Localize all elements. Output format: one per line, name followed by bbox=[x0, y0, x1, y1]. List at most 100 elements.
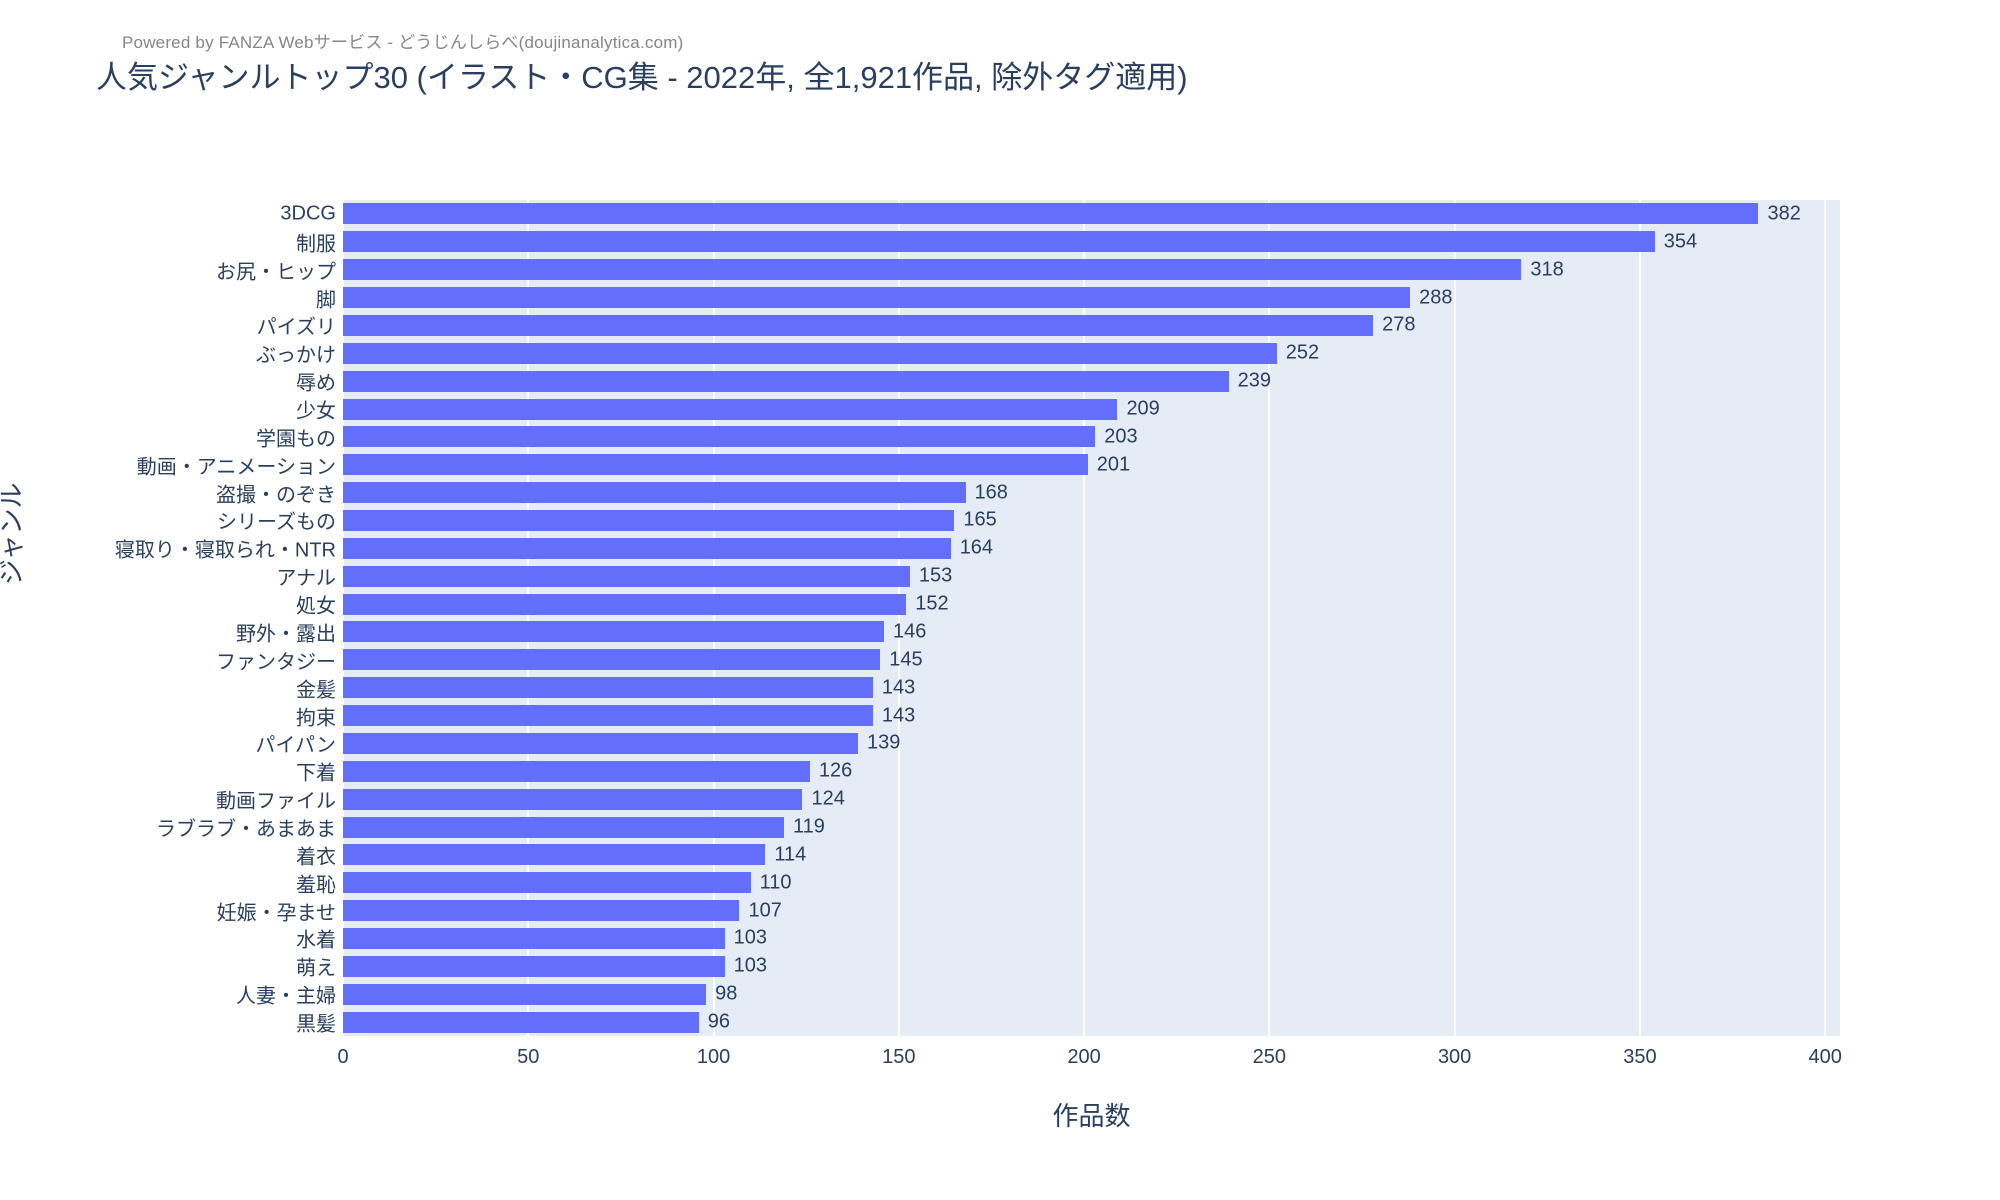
bar-10[interactable] bbox=[343, 454, 1088, 476]
bar-7[interactable] bbox=[343, 370, 1229, 392]
bar-29[interactable] bbox=[343, 983, 707, 1005]
bar-value-label: 252 bbox=[1285, 341, 1320, 364]
y-tick-label: アナル bbox=[276, 567, 336, 590]
y-tick-label: 辱め bbox=[296, 372, 336, 395]
y-tick-label: 3DCG bbox=[280, 202, 336, 225]
bar-16[interactable] bbox=[343, 621, 884, 643]
bar-value-label: 114 bbox=[774, 843, 807, 866]
y-tick-label: 萌え bbox=[296, 957, 336, 980]
gridline-x-250 bbox=[1268, 200, 1271, 1036]
bar-8[interactable] bbox=[343, 398, 1118, 420]
y-tick-label: 人妻・主婦 bbox=[236, 985, 336, 1008]
x-tick-label-300: 300 bbox=[1437, 1046, 1472, 1068]
bar-13[interactable] bbox=[343, 537, 951, 559]
bar-value-label: 209 bbox=[1126, 397, 1160, 420]
y-tick-label: 学園もの bbox=[256, 428, 336, 451]
bar-28[interactable] bbox=[343, 955, 725, 977]
bar-value-label: 354 bbox=[1663, 230, 1698, 253]
powered-by-annotation: Powered by FANZA Webサービス - どうじんしらべ(douji… bbox=[122, 33, 684, 52]
bar-value-label: 124 bbox=[811, 787, 845, 810]
gridline-x-400 bbox=[1824, 200, 1827, 1036]
bar-27[interactable] bbox=[343, 927, 725, 949]
y-tick-label: 動画・アニメーション bbox=[136, 456, 336, 479]
y-tick-label: 水着 bbox=[296, 929, 336, 952]
y-tick-label: 脚 bbox=[316, 289, 336, 312]
bar-value-label: 318 bbox=[1530, 258, 1564, 281]
chart-title: 人気ジャンルトップ30 (イラスト・CG集 - 2022年, 全1,921作品,… bbox=[96, 60, 1188, 95]
y-tick-label: 野外・露出 bbox=[236, 623, 336, 646]
bar-24[interactable] bbox=[343, 844, 766, 866]
y-tick-label: パイパン bbox=[255, 734, 336, 757]
bar-value-label: 288 bbox=[1419, 286, 1453, 309]
y-tick-label: 下着 bbox=[296, 762, 336, 785]
bar-value-label: 110 bbox=[759, 871, 792, 894]
y-tick-label: 盗撮・のぞき bbox=[216, 484, 336, 507]
y-tick-label: 羞恥 bbox=[296, 874, 336, 897]
y-tick-label: ファンタジー bbox=[216, 651, 336, 674]
gridline-x-300 bbox=[1453, 200, 1456, 1036]
y-tick-label: 拘束 bbox=[296, 707, 336, 730]
y-tick-label: お尻・ヒップ bbox=[216, 261, 336, 284]
bar-value-label: 119 bbox=[792, 815, 825, 838]
bar-value-label: 139 bbox=[867, 731, 901, 754]
bar-14[interactable] bbox=[343, 565, 910, 587]
bar-20[interactable] bbox=[343, 732, 859, 754]
plot-area[interactable]: 382 354 318 288 278 252 239 209 203 201 168 165 164 1… bbox=[342, 200, 1840, 1036]
bar-value-label: 165 bbox=[963, 508, 997, 531]
bar-30[interactable] bbox=[343, 1011, 699, 1033]
x-axis-title: 作品数 bbox=[1052, 1101, 1131, 1131]
x-tick-label-100: 100 bbox=[696, 1046, 731, 1068]
gridline-x-200 bbox=[1083, 200, 1086, 1036]
gridline-x-350 bbox=[1638, 200, 1641, 1036]
bar-22[interactable] bbox=[343, 788, 803, 810]
y-tick-label: ぶっかけ bbox=[256, 344, 336, 367]
bar-value-label: 146 bbox=[892, 620, 927, 643]
y-tick-label: 処女 bbox=[296, 595, 336, 618]
y-tick-label: 金髪 bbox=[296, 679, 336, 702]
bar-value-label: 103 bbox=[733, 954, 768, 977]
x-tick-label-0: 0 bbox=[337, 1046, 349, 1068]
bar-11[interactable] bbox=[343, 482, 966, 504]
bar-6[interactable] bbox=[343, 342, 1277, 364]
bar-19[interactable] bbox=[343, 705, 873, 727]
bar-value-label: 201 bbox=[1096, 453, 1131, 476]
bar-18[interactable] bbox=[343, 677, 873, 699]
bar-9[interactable] bbox=[343, 426, 1096, 448]
y-tick-label: 寝取り・寝取られ・NTR bbox=[114, 539, 336, 562]
x-tick-label-250: 250 bbox=[1252, 1046, 1287, 1068]
y-tick-label: パイズリ bbox=[256, 316, 336, 339]
gridline-x-150 bbox=[897, 200, 900, 1036]
bar-17[interactable] bbox=[343, 649, 881, 671]
bar-12[interactable] bbox=[343, 509, 955, 531]
bar-23[interactable] bbox=[343, 816, 784, 838]
bar-1[interactable] bbox=[343, 203, 1759, 225]
bar-value-label: 98 bbox=[715, 982, 738, 1005]
y-tick-label: ラブラブ・あまあま bbox=[156, 818, 336, 841]
bar-value-label: 153 bbox=[918, 564, 953, 587]
x-tick-label-200: 200 bbox=[1067, 1046, 1101, 1068]
bar-value-label: 143 bbox=[881, 676, 916, 699]
y-tick-label: 制服 bbox=[296, 233, 336, 256]
bar-value-label: 103 bbox=[733, 926, 768, 949]
x-tick-label-400: 400 bbox=[1808, 1046, 1842, 1068]
bar-25[interactable] bbox=[343, 872, 751, 894]
bar-value-label: 126 bbox=[818, 759, 853, 782]
x-tick-label-150: 150 bbox=[882, 1046, 916, 1068]
y-tick-label: 着衣 bbox=[296, 846, 336, 869]
bar-value-label: 203 bbox=[1104, 425, 1138, 448]
bar-5[interactable] bbox=[343, 314, 1374, 336]
bar-value-label: 164 bbox=[959, 536, 994, 559]
bar-value-label: 145 bbox=[889, 648, 923, 671]
bar-3[interactable] bbox=[343, 259, 1522, 281]
bar-value-label: 96 bbox=[707, 1010, 730, 1033]
bar-4[interactable] bbox=[343, 287, 1411, 309]
bar-15[interactable] bbox=[343, 593, 907, 615]
y-tick-label: シリーズもの bbox=[217, 511, 336, 534]
gridline-x-50 bbox=[527, 200, 530, 1036]
bar-21[interactable] bbox=[343, 760, 810, 782]
bar-value-label: 143 bbox=[881, 704, 916, 727]
bar-value-label: 168 bbox=[974, 481, 1008, 504]
bar-26[interactable] bbox=[343, 900, 740, 922]
bar-2[interactable] bbox=[343, 231, 1655, 253]
